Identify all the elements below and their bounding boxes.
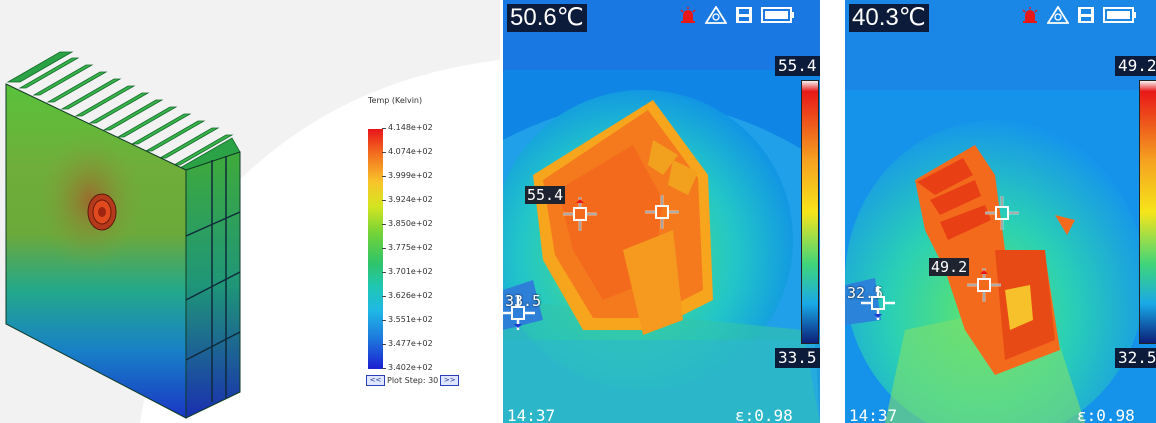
legend-tick: 3.999e+02 <box>382 171 433 180</box>
fins <box>6 51 241 183</box>
crosshair-icon <box>967 268 1001 302</box>
plot-step-control: << Plot Step: 30 >> <box>366 375 460 386</box>
crosshair-icon <box>861 286 895 320</box>
capture-time: 14:37 <box>507 406 556 423</box>
legend-tick: 3.701e+02 <box>382 267 433 276</box>
scale-min-label: 32.5 <box>1115 348 1156 368</box>
crosshair-icon <box>985 196 1019 230</box>
sd-card-icon <box>1078 7 1094 23</box>
camera-mode-icon <box>705 6 727 24</box>
legend-tick: 4.074e+02 <box>382 147 433 156</box>
legend-title: Temp (Kelvin) <box>368 96 423 105</box>
legend-color-bar <box>368 129 383 369</box>
legend-tick: 3.402e+02 <box>382 363 433 372</box>
hot-spot-label: 55.4 <box>525 186 566 204</box>
legend-tick: 3.850e+02 <box>382 219 433 228</box>
thermal-image-2: 40.3℃ 49.2 32.5 49.2 <box>845 0 1156 423</box>
sd-card-icon <box>736 7 752 23</box>
thermal-image-1: 50.6℃ 55.4 33.5 55.4 <box>503 0 820 423</box>
legend-tick: 3.551e+02 <box>382 315 433 324</box>
simulation-panel: Temp (Kelvin) 4.148e+02 4.074e+02 3.999e… <box>0 0 500 423</box>
color-scale-bar <box>801 80 819 344</box>
emissivity-value: ε:0.98 <box>735 406 793 423</box>
scale-max-label: 55.4 <box>775 56 820 76</box>
hot-spot-label: 49.2 <box>929 258 970 276</box>
current-temperature: 50.6℃ <box>507 4 587 32</box>
legend-tick: 3.924e+02 <box>382 195 433 204</box>
thermal-scene <box>845 0 1156 423</box>
status-icons <box>679 6 795 24</box>
prev-step-button[interactable]: << <box>366 375 385 386</box>
cold-spot-label: 33.5 <box>505 292 542 310</box>
crosshair-icon <box>645 195 679 229</box>
crosshair-icon <box>563 197 597 231</box>
battery-icon <box>761 7 794 23</box>
heat-sink-model <box>5 51 241 419</box>
scale-max-label: 49.2 <box>1115 56 1156 76</box>
alarm-icon <box>680 7 696 23</box>
status-icons <box>1021 6 1137 24</box>
alarm-icon <box>1022 7 1038 23</box>
next-step-button[interactable]: >> <box>440 375 460 386</box>
battery-icon <box>1103 7 1136 23</box>
current-temperature: 40.3℃ <box>849 4 929 32</box>
legend-tick: 3.775e+02 <box>382 243 433 252</box>
legend-tick: 4.148e+02 <box>382 123 433 132</box>
scale-min-label: 33.5 <box>775 348 820 368</box>
temperature-legend: Temp (Kelvin) 4.148e+02 4.074e+02 3.999e… <box>364 96 484 396</box>
color-scale-bar <box>1139 80 1156 344</box>
capture-time: 14:37 <box>849 406 898 423</box>
plot-step-label: Plot Step: 30 <box>387 376 439 385</box>
camera-mode-icon <box>1047 6 1069 24</box>
heat-source <box>87 193 117 231</box>
legend-tick: 3.477e+02 <box>382 339 433 348</box>
crosshair-icon <box>503 296 535 330</box>
legend-tick: 3.626e+02 <box>382 291 433 300</box>
emissivity-value: ε:0.98 <box>1077 406 1135 423</box>
